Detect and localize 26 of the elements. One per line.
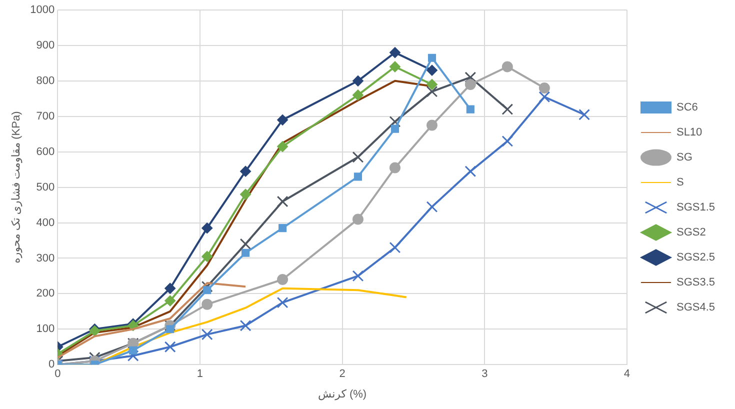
y-axis-title: مقاومت فشاری تک محوره (KPa) (10, 111, 23, 264)
y-tick-label: 1000 (30, 4, 55, 16)
y-tick-label: 300 (36, 252, 55, 264)
y-tick-label: 500 (36, 181, 55, 194)
legend-label: SGS2.5 (676, 252, 716, 264)
x-tick-label: 4 (624, 368, 630, 380)
x-tick-label: 3 (482, 368, 488, 380)
y-tick-label: 100 (36, 323, 55, 336)
y-tick-label: 600 (36, 146, 55, 158)
y-tick-label: 900 (36, 39, 55, 52)
legend-label: SG (676, 152, 692, 164)
y-tick-label: 0 (48, 358, 55, 371)
legend-label: SGS1.5 (676, 202, 716, 214)
x-tick-label: 1 (196, 368, 204, 380)
legend-label: SC6 (676, 102, 698, 114)
x-axis-title: کرنش (%) (318, 388, 367, 400)
y-tick-label: 200 (36, 288, 55, 300)
legend-label: SL10 (676, 126, 702, 139)
legend-label: SGS2 (676, 226, 706, 239)
legend-label: S (676, 176, 684, 189)
legend-label: SGS4.5 (676, 302, 716, 314)
x-tick-label: 2 (339, 368, 346, 380)
legend-label: SGS3.5 (676, 276, 716, 289)
y-tick-label: 400 (36, 216, 55, 229)
y-tick-label: 700 (36, 110, 55, 122)
y-tick-label: 800 (36, 74, 55, 87)
